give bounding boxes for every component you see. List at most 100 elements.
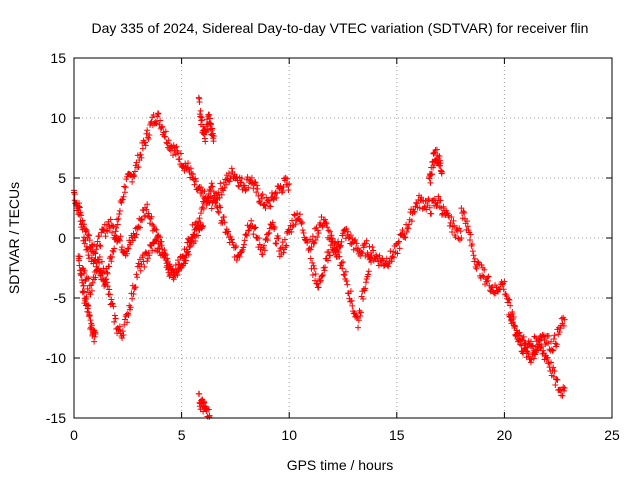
data-point xyxy=(467,231,474,238)
data-point xyxy=(112,228,119,235)
data-point xyxy=(449,228,456,235)
data-point xyxy=(385,263,392,270)
data-point xyxy=(129,178,136,185)
data-point xyxy=(228,236,235,243)
data-point xyxy=(137,151,144,158)
data-point xyxy=(279,189,286,196)
data-point xyxy=(347,232,354,239)
data-point xyxy=(309,271,316,278)
data-point xyxy=(201,399,208,406)
data-point xyxy=(471,255,478,262)
data-point xyxy=(133,271,140,278)
data-point xyxy=(307,255,314,262)
data-point xyxy=(259,191,266,198)
data-point xyxy=(162,250,169,257)
axis-ticks: 0 5 10 15 20 25 -15 -10 -5 0 5 10 15 xyxy=(46,50,620,443)
data-point xyxy=(208,121,215,128)
data-point xyxy=(251,179,258,186)
data-point xyxy=(150,112,157,119)
y-tick-label: -10 xyxy=(46,350,66,366)
data-point xyxy=(79,279,86,286)
data-point xyxy=(373,253,380,260)
data-point xyxy=(261,202,268,209)
data-point xyxy=(387,248,394,255)
data-point xyxy=(117,233,124,240)
data-point xyxy=(550,347,557,354)
data-point xyxy=(560,384,567,391)
x-tick-label: 10 xyxy=(281,427,297,443)
data-point xyxy=(314,234,321,241)
data-point xyxy=(322,216,329,223)
data-point xyxy=(241,182,248,189)
data-point xyxy=(395,239,402,246)
data-point xyxy=(102,233,109,240)
data-point xyxy=(132,284,139,291)
data-point xyxy=(559,392,566,399)
data-point xyxy=(431,162,438,169)
data-point xyxy=(351,310,358,317)
data-point xyxy=(125,311,132,318)
data-point xyxy=(172,144,179,151)
data-point xyxy=(396,245,403,252)
data-point xyxy=(438,169,445,175)
data-point xyxy=(238,248,245,255)
x-tick-label: 15 xyxy=(389,427,405,443)
data-point xyxy=(220,187,227,194)
data-point xyxy=(240,244,247,251)
data-point xyxy=(116,323,123,330)
data-point xyxy=(484,274,491,281)
data-point xyxy=(530,347,537,354)
data-point xyxy=(284,175,291,182)
data-point xyxy=(197,184,204,191)
data-point xyxy=(221,219,228,226)
data-point xyxy=(200,223,207,229)
data-point xyxy=(164,255,171,262)
data-point xyxy=(106,291,113,298)
data-point xyxy=(78,212,85,219)
data-point xyxy=(556,328,563,335)
data-point xyxy=(266,197,273,204)
data-point xyxy=(182,257,189,264)
data-point xyxy=(119,334,126,341)
data-point xyxy=(355,245,362,252)
data-point xyxy=(122,184,129,191)
data-point xyxy=(76,200,83,207)
data-point xyxy=(177,150,184,157)
data-point xyxy=(348,297,355,304)
data-point xyxy=(144,127,151,134)
data-point xyxy=(96,242,103,249)
data-point xyxy=(131,168,138,175)
data-point xyxy=(199,117,206,123)
data-point xyxy=(362,279,369,286)
data-point xyxy=(169,267,176,274)
data-point xyxy=(81,267,88,274)
data-point xyxy=(238,175,245,182)
data-point xyxy=(261,247,268,254)
data-point xyxy=(205,406,212,413)
y-tick-label: -15 xyxy=(46,410,66,426)
data-point xyxy=(233,257,240,264)
data-point xyxy=(98,269,105,276)
data-point xyxy=(516,329,523,336)
data-point xyxy=(288,228,295,235)
data-point xyxy=(192,175,199,182)
data-point xyxy=(318,273,325,280)
data-point xyxy=(92,250,99,257)
data-point xyxy=(338,238,345,245)
data-point xyxy=(352,236,359,243)
data-point xyxy=(157,117,164,124)
data-point xyxy=(143,130,150,137)
data-point xyxy=(262,205,269,212)
data-point xyxy=(114,216,121,223)
data-point xyxy=(481,266,488,273)
data-point xyxy=(503,292,510,299)
data-point xyxy=(550,336,557,343)
data-point xyxy=(253,189,260,196)
data-point xyxy=(96,253,103,260)
data-point xyxy=(111,245,118,252)
data-point xyxy=(98,258,105,265)
data-point xyxy=(362,240,369,247)
data-point xyxy=(483,278,490,285)
data-point xyxy=(88,322,95,329)
data-point xyxy=(327,228,334,235)
